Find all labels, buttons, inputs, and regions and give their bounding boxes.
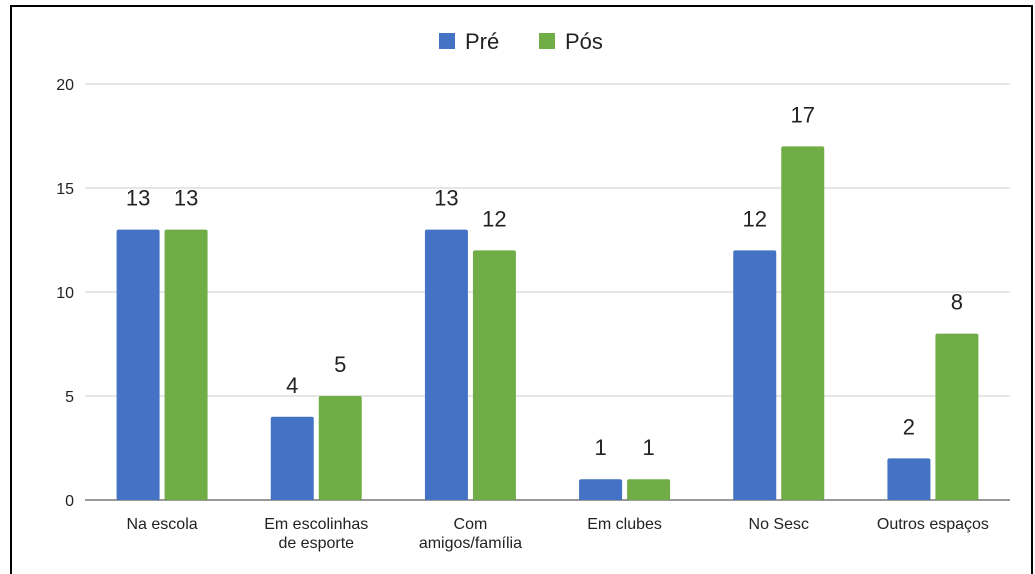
- x-tick-label: amigos/família: [419, 535, 522, 552]
- chart-frame: 0 5 10 15 20 13 13 4 5 13 12 1 1 12 17 2 8 Na escola Em …: [10, 5, 1033, 574]
- y-tick-label: 20: [56, 77, 74, 94]
- x-tick-label: Em escolinhas: [264, 516, 368, 533]
- bar: [424, 229, 468, 500]
- bar: [781, 146, 825, 500]
- x-tick-label: No Sesc: [749, 516, 809, 533]
- bar: [733, 250, 777, 500]
- bar: [116, 229, 160, 500]
- legend-swatch: [539, 33, 555, 49]
- data-label: 2: [903, 414, 915, 439]
- data-label: 13: [126, 186, 150, 211]
- y-tick-label: 5: [65, 389, 74, 406]
- y-tick-label: 10: [56, 285, 74, 302]
- x-tick-label: Com: [454, 516, 488, 533]
- x-tick-label: Em clubes: [587, 516, 662, 533]
- data-label: 8: [951, 290, 963, 315]
- data-label: 12: [743, 206, 767, 231]
- x-tick-label: de esporte: [278, 535, 354, 552]
- data-label: 13: [434, 186, 458, 211]
- bar: [935, 333, 979, 500]
- bars: [116, 146, 979, 500]
- legend-swatch: [439, 33, 455, 49]
- y-tick-label: 0: [65, 493, 74, 510]
- data-label: 17: [791, 102, 815, 127]
- data-label: 5: [334, 352, 346, 377]
- x-tick-label: Na escola: [127, 516, 198, 533]
- data-label: 1: [594, 435, 606, 460]
- x-axis: Na escola Em escolinhas de esporte Com amigo…: [127, 516, 989, 552]
- legend: Pré Pós: [439, 29, 603, 54]
- bar: [472, 250, 516, 500]
- legend-label: Pós: [565, 29, 603, 54]
- bar: [318, 396, 362, 500]
- bar: [627, 479, 671, 500]
- y-axis: 0 5 10 15 20: [56, 77, 74, 510]
- bar: [887, 458, 931, 500]
- legend-label: Pré: [465, 29, 499, 54]
- data-label: 12: [482, 206, 506, 231]
- data-label: 4: [286, 373, 298, 398]
- gridlines: [85, 83, 1010, 501]
- bar: [270, 416, 314, 500]
- bar: [579, 479, 623, 500]
- y-tick-label: 15: [56, 181, 74, 198]
- data-label: 13: [174, 186, 198, 211]
- bar: [164, 229, 208, 500]
- x-tick-label: Outros espaços: [877, 516, 989, 533]
- data-label: 1: [642, 435, 654, 460]
